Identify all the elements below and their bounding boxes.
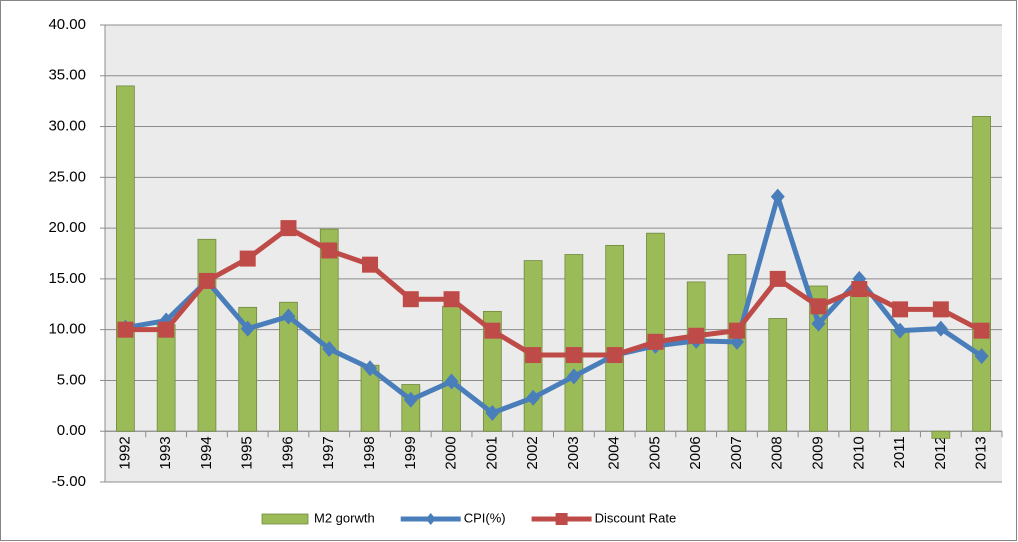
bar bbox=[605, 244, 625, 432]
line-marker bbox=[647, 333, 664, 350]
x-tick-label: 2001 bbox=[483, 436, 500, 469]
legend-label: Discount Rate bbox=[595, 510, 677, 525]
x-tick-label: 2010 bbox=[850, 436, 867, 469]
line-marker bbox=[728, 322, 745, 339]
line-marker bbox=[769, 270, 786, 287]
bar bbox=[768, 318, 788, 432]
x-tick-label: 2006 bbox=[687, 436, 704, 469]
bar bbox=[482, 310, 502, 432]
bar bbox=[564, 254, 584, 432]
y-tick-label: 30.00 bbox=[48, 118, 86, 135]
line-marker bbox=[321, 242, 338, 259]
line-marker bbox=[525, 347, 542, 364]
line-marker bbox=[240, 320, 255, 337]
bar bbox=[931, 430, 951, 439]
line-marker bbox=[526, 389, 541, 406]
x-tick-label: 1995 bbox=[239, 436, 256, 469]
line-marker bbox=[443, 291, 460, 308]
y-tick-label: 20.00 bbox=[48, 219, 86, 236]
line-marker bbox=[402, 291, 419, 308]
line-marker bbox=[893, 322, 908, 339]
line-marker bbox=[770, 188, 785, 205]
line-marker bbox=[198, 272, 215, 289]
x-tick-label: 1997 bbox=[320, 436, 337, 469]
x-tick-label: 2013 bbox=[973, 436, 990, 469]
line-marker bbox=[444, 373, 459, 390]
line-marker bbox=[974, 348, 989, 365]
x-tick-label: 2007 bbox=[728, 436, 745, 469]
legend-marker bbox=[555, 513, 568, 525]
y-tick-label: -5.00 bbox=[52, 473, 86, 490]
line-marker bbox=[322, 340, 337, 357]
x-tick-label: 2008 bbox=[769, 436, 786, 469]
bar bbox=[319, 228, 339, 432]
bar bbox=[523, 260, 543, 432]
line-marker bbox=[362, 256, 379, 273]
x-tick-label: 2011 bbox=[891, 436, 908, 468]
y-tick-label: 15.00 bbox=[48, 270, 86, 287]
bar bbox=[238, 306, 258, 432]
y-tick-label: 0.00 bbox=[57, 422, 86, 439]
bar bbox=[442, 305, 461, 432]
line-marker bbox=[933, 320, 948, 337]
legend-item: M2 gorwth bbox=[261, 510, 375, 525]
x-tick-label: 2002 bbox=[524, 436, 541, 469]
line-marker bbox=[811, 315, 826, 332]
line-marker bbox=[565, 347, 582, 364]
line bbox=[125, 225, 983, 358]
y-tick-label: 10.00 bbox=[48, 321, 86, 338]
line-marker bbox=[606, 347, 623, 364]
line-marker bbox=[892, 301, 909, 318]
x-tick-label: 2000 bbox=[443, 436, 460, 469]
bar bbox=[686, 281, 706, 432]
line-marker bbox=[932, 301, 949, 318]
line-marker bbox=[280, 220, 297, 237]
legend-swatch bbox=[261, 513, 309, 525]
y-tick-label: 40.00 bbox=[48, 16, 86, 33]
y-tick-label: 25.00 bbox=[48, 168, 86, 185]
y-tick-label: 5.00 bbox=[57, 371, 86, 388]
line-marker bbox=[566, 368, 581, 385]
legend-label: M2 gorwth bbox=[314, 510, 375, 525]
x-tick-label: 2003 bbox=[565, 436, 582, 469]
bar bbox=[401, 384, 421, 432]
bar bbox=[197, 238, 217, 432]
x-tick-label: 2012 bbox=[932, 436, 949, 469]
line-marker bbox=[239, 250, 256, 267]
x-tick-label: 1996 bbox=[279, 436, 296, 469]
bar bbox=[849, 291, 869, 432]
x-tick-label: 1994 bbox=[198, 436, 215, 469]
x-tick-label: 1992 bbox=[116, 436, 133, 469]
legend-item: CPI(%) bbox=[400, 510, 506, 525]
x-tick-label: 2009 bbox=[809, 436, 826, 469]
line-marker bbox=[117, 321, 134, 338]
line-marker bbox=[158, 321, 175, 338]
legend-item: Discount Rate bbox=[531, 510, 677, 525]
bar bbox=[116, 85, 135, 432]
line-marker bbox=[485, 404, 500, 421]
line-marker bbox=[484, 322, 501, 339]
line-marker bbox=[363, 360, 378, 377]
line-marker bbox=[851, 281, 868, 298]
x-tick-label: 1999 bbox=[402, 436, 419, 469]
line-marker bbox=[973, 322, 990, 339]
line bbox=[124, 194, 984, 416]
line-marker bbox=[688, 327, 705, 344]
line-marker bbox=[403, 391, 418, 408]
bar bbox=[279, 301, 298, 432]
x-tick-label: 1993 bbox=[157, 436, 174, 469]
line-marker bbox=[810, 298, 827, 315]
bar bbox=[890, 329, 910, 432]
line-marker bbox=[281, 308, 296, 325]
x-tick-label: 2005 bbox=[646, 436, 663, 469]
bar bbox=[156, 324, 176, 432]
legend-label: CPI(%) bbox=[464, 510, 506, 525]
x-tick-label: 2004 bbox=[606, 436, 623, 469]
legend-marker bbox=[425, 513, 436, 525]
x-tick-label: 1998 bbox=[361, 436, 378, 469]
y-tick-label: 35.00 bbox=[48, 67, 86, 84]
bar bbox=[972, 116, 991, 432]
bar bbox=[646, 232, 665, 432]
